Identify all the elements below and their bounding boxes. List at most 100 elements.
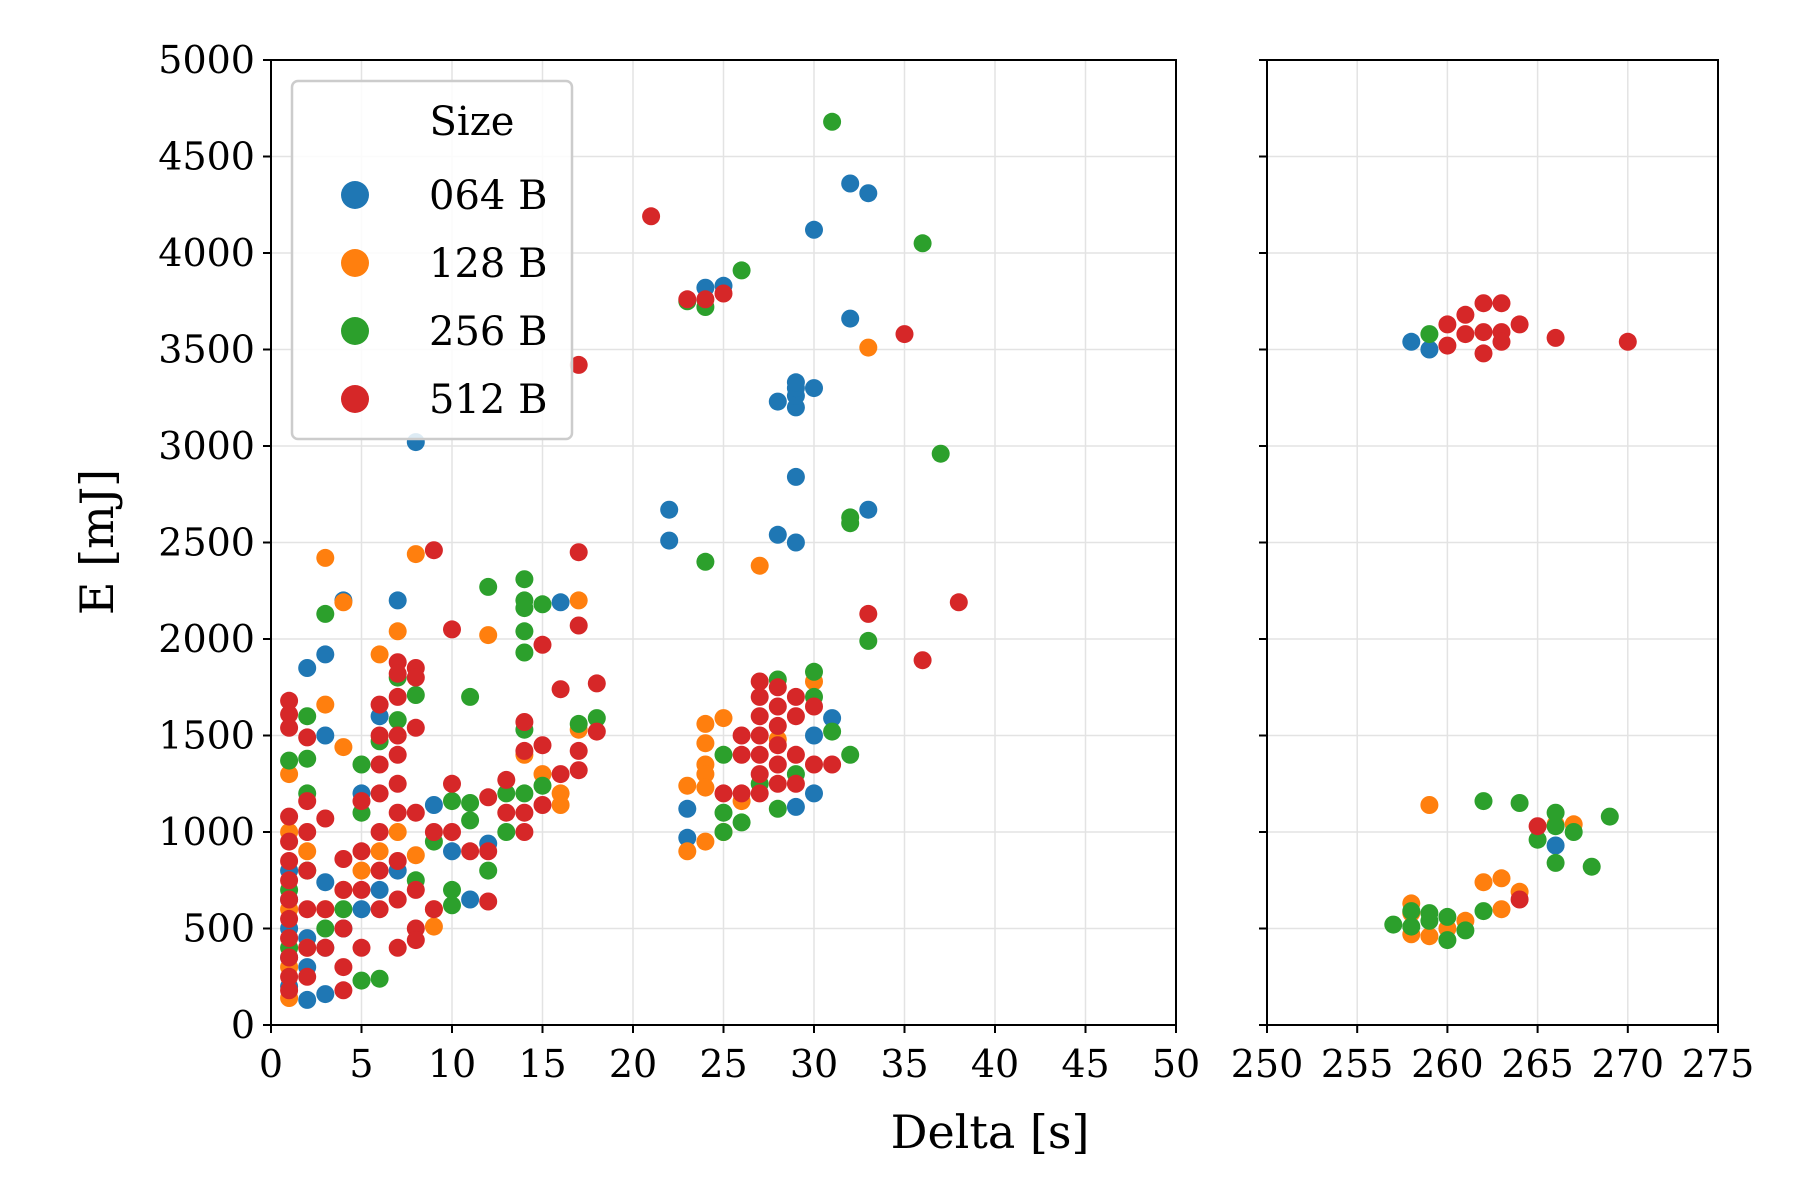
data-point-series-2	[316, 919, 335, 938]
data-point-series-0	[316, 873, 335, 892]
data-point-series-0	[370, 880, 389, 899]
data-point-series-3	[1618, 332, 1637, 351]
data-point-series-0	[316, 985, 335, 1004]
data-point-series-3	[750, 765, 769, 784]
data-point-series-3	[768, 755, 787, 774]
y-tick-label: 2000	[158, 617, 255, 661]
legend-box	[290, 79, 574, 441]
data-point-series-3	[280, 929, 299, 948]
data-point-series-0	[805, 379, 823, 398]
y-tick-label: 3500	[158, 328, 255, 372]
data-point-series-3	[406, 668, 425, 687]
data-point-series-3	[352, 842, 371, 861]
data-point-series-3	[280, 967, 299, 986]
data-point-series-2	[732, 813, 751, 832]
data-point-series-3	[370, 695, 389, 714]
data-point-series-3	[1438, 315, 1457, 334]
legend-label-series-3: 512 B	[429, 377, 547, 423]
data-point-series-2	[443, 880, 461, 899]
data-point-series-0	[1420, 340, 1439, 359]
data-point-series-2	[569, 714, 588, 733]
y-tick-label: 0	[231, 1003, 255, 1047]
data-point-series-2	[1546, 853, 1565, 872]
data-point-series-3	[406, 931, 425, 950]
data-point-series-3	[1456, 325, 1475, 344]
data-point-series-3	[750, 745, 769, 764]
data-point-series-1	[1420, 796, 1439, 814]
data-point-series-3	[388, 774, 407, 793]
data-point-series-2	[515, 784, 534, 803]
data-point-series-1	[388, 823, 407, 841]
data-point-series-3	[280, 909, 299, 928]
y-axis-label: E [mJ]	[70, 469, 124, 615]
data-point-series-2	[714, 745, 733, 764]
data-point-series-1	[406, 846, 425, 865]
data-point-series-3	[569, 616, 588, 635]
data-point-series-2	[515, 643, 534, 662]
data-point-series-0	[805, 784, 823, 803]
data-point-series-3	[768, 716, 787, 735]
data-point-series-3	[587, 674, 606, 693]
data-point-series-3	[551, 765, 570, 784]
data-point-series-2	[388, 711, 407, 730]
data-point-series-3	[569, 543, 588, 562]
data-point-series-2	[1456, 921, 1475, 940]
data-point-series-0	[786, 533, 805, 552]
data-point-series-3	[479, 788, 498, 807]
data-point-series-1	[280, 765, 299, 784]
data-point-series-0	[786, 373, 805, 392]
data-point-series-3	[696, 290, 715, 309]
data-point-series-2	[461, 811, 480, 830]
x-tick-label: 20	[609, 1042, 657, 1086]
data-point-series-2	[280, 751, 299, 770]
data-point-series-1	[859, 338, 878, 357]
data-point-series-3	[334, 958, 353, 977]
data-point-series-3	[1438, 336, 1457, 355]
data-point-series-3	[823, 755, 842, 774]
data-point-series-2	[732, 261, 751, 280]
x-tick-label: 50	[1152, 1042, 1200, 1086]
data-point-series-1	[388, 622, 407, 641]
data-point-series-3	[406, 880, 425, 899]
data-point-series-2	[298, 707, 317, 726]
data-point-series-3	[370, 726, 389, 745]
data-point-series-3	[750, 726, 769, 745]
data-point-series-3	[515, 741, 534, 760]
data-point-series-3	[316, 938, 335, 957]
data-point-series-3	[913, 651, 932, 670]
data-point-series-3	[370, 784, 389, 803]
data-point-series-3	[388, 852, 407, 870]
data-point-series-2	[497, 784, 516, 803]
data-point-series-3	[859, 604, 878, 623]
axes-layer: 0 5 10 15 20 25 30 35 40 45 5005001000150020002500…	[158, 38, 1754, 1086]
data-point-series-2	[696, 552, 715, 571]
data-point-series-1	[678, 842, 697, 861]
data-point-series-0	[805, 726, 823, 745]
legend-marker-series-3	[341, 385, 369, 413]
data-point-series-0	[859, 500, 878, 519]
data-point-series-2	[515, 570, 534, 589]
legend-marker-series-2	[341, 317, 369, 345]
data-point-series-3	[479, 892, 498, 911]
legend-label-series-0: 064 B	[429, 173, 547, 219]
data-point-series-2	[1546, 803, 1565, 822]
data-point-series-3	[551, 680, 570, 699]
legend-title: Size	[430, 99, 515, 145]
data-point-series-2	[515, 622, 534, 641]
data-point-series-3	[768, 697, 787, 716]
data-point-series-2	[352, 971, 371, 990]
data-point-series-3	[587, 722, 606, 741]
data-point-series-2	[461, 794, 480, 812]
y-tick-label: 4500	[158, 135, 255, 179]
data-point-series-3	[1474, 344, 1493, 363]
data-point-series-3	[750, 687, 769, 706]
x-tick-label: 45	[1061, 1042, 1109, 1086]
data-point-series-3	[786, 745, 805, 764]
data-point-series-3	[298, 967, 317, 986]
data-point-series-3	[533, 796, 552, 814]
data-point-series-0	[678, 799, 697, 818]
data-point-series-1	[424, 917, 443, 936]
data-point-series-2	[1600, 807, 1619, 826]
data-point-series-0	[660, 500, 679, 519]
data-point-series-1	[1492, 869, 1511, 888]
